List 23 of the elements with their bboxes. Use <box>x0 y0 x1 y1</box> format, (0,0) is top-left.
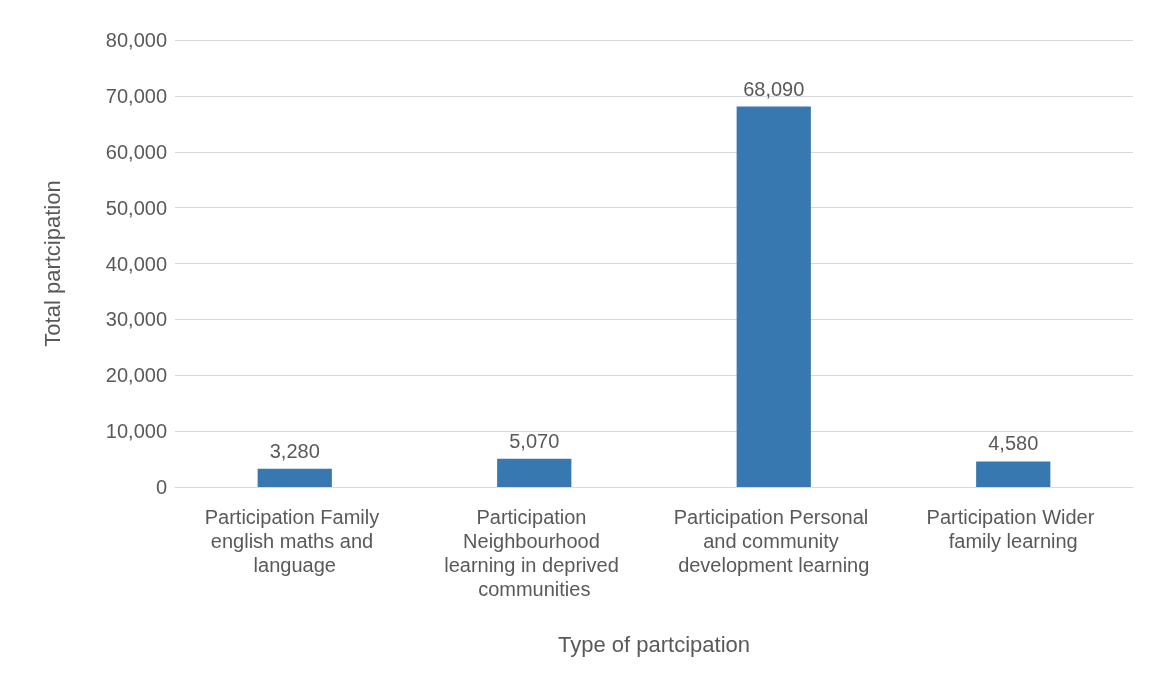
data-label: 68,090 <box>743 77 805 100</box>
x-tick-label: Participation Family english maths and language <box>204 506 385 576</box>
y-tick-label: 40,000 <box>105 252 167 275</box>
x-axis-title: Type of partcipation <box>557 631 751 657</box>
y-tick-label: 70,000 <box>105 84 167 107</box>
data-label: 4,580 <box>988 432 1039 455</box>
x-tick-label: Participation Wider family learning <box>926 506 1100 552</box>
y-tick-label: 10,000 <box>105 420 167 443</box>
y-tick-label: 0 <box>155 476 167 498</box>
y-axis-title: Total partcipation <box>39 180 65 347</box>
y-tick-label: 20,000 <box>105 364 167 387</box>
bar <box>976 461 1051 487</box>
x-tick-label: Participation Neighbourhood learning in deprived communities <box>444 506 625 600</box>
y-tick-label: 60,000 <box>105 140 167 163</box>
y-tick-label: 30,000 <box>105 308 167 331</box>
bar <box>497 458 572 487</box>
bar <box>736 106 811 487</box>
x-tick-label: Participation Personal and community development learning <box>673 506 874 576</box>
y-tick-label: 50,000 <box>105 196 167 219</box>
data-label: 5,070 <box>509 429 560 452</box>
data-label: 3,280 <box>269 439 320 462</box>
bar <box>257 468 332 487</box>
y-tick-label: 80,000 <box>105 29 167 51</box>
